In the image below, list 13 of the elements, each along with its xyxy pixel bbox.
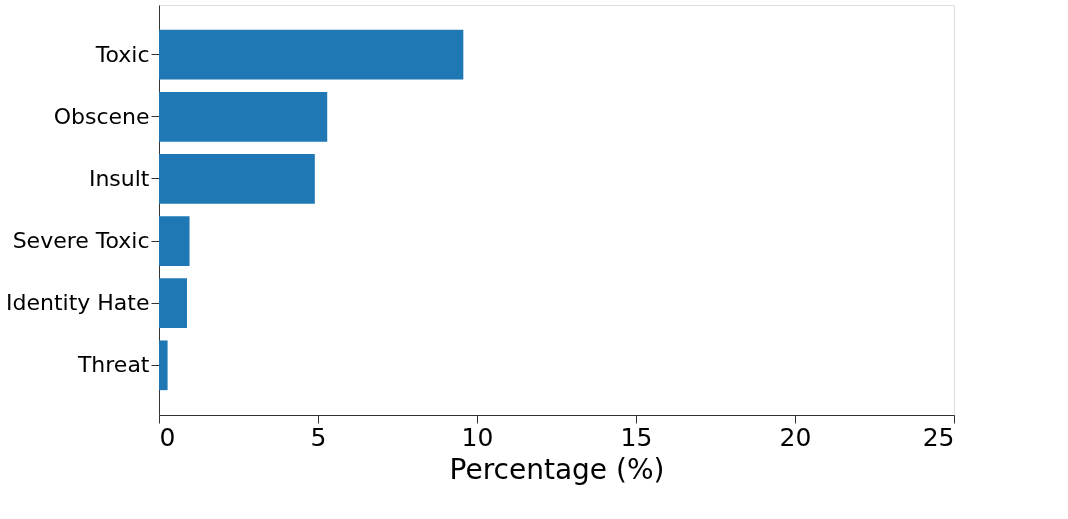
x-tick-label: 5 [310, 422, 327, 452]
y-tick-label: Obscene [53, 103, 150, 129]
y-tick-label: Toxic [94, 41, 150, 67]
y-tick-label: Severe Toxic [12, 228, 150, 254]
y-tick-label: Identity Hate [6, 290, 150, 316]
x-tick-label: 25 [922, 422, 955, 452]
x-tick-label: 0 [159, 422, 176, 452]
x-tick-label: 20 [779, 422, 812, 452]
x-tick-label: 15 [620, 422, 653, 452]
x-axis-title: Percentage (%) [449, 452, 665, 486]
y-tick-label: Insult [88, 165, 150, 191]
x-tick-label: 10 [461, 422, 494, 452]
y-tick-label: Threat [76, 352, 150, 378]
